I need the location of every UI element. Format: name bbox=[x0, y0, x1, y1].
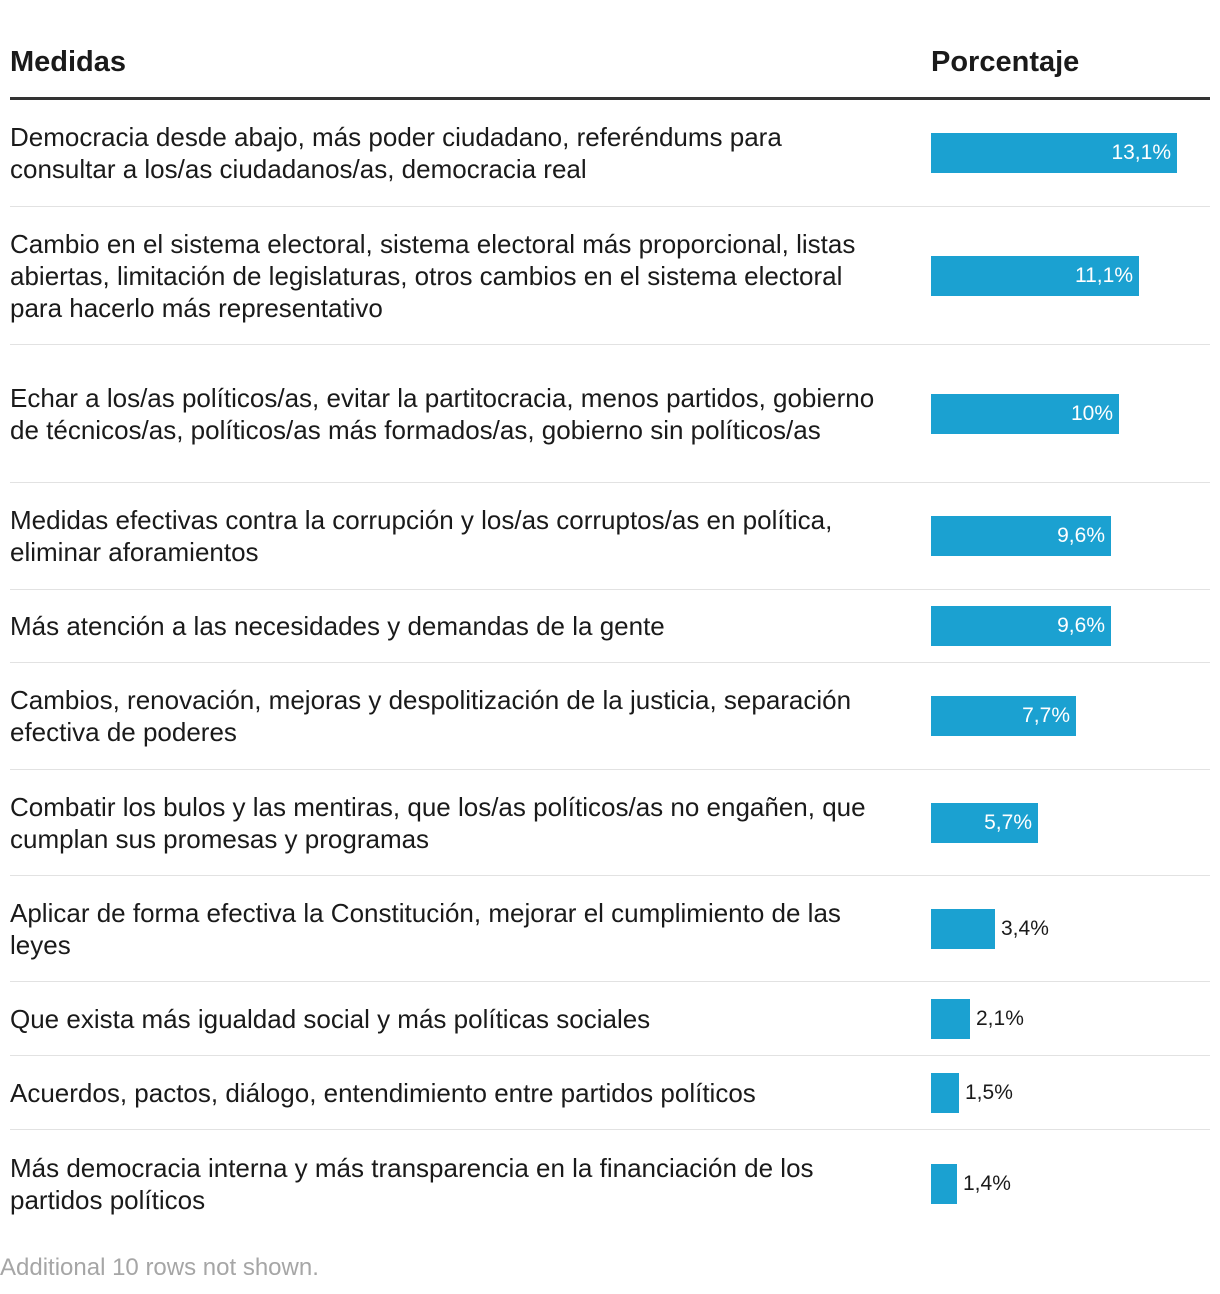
bar-cell: 13,1% bbox=[931, 133, 1201, 173]
bar bbox=[931, 696, 1076, 736]
bar-value-label: 1,4% bbox=[963, 1171, 1011, 1195]
table-row: Democracia desde abajo, más poder ciudad… bbox=[10, 100, 1210, 207]
bar-cell: 10% bbox=[931, 393, 1201, 434]
bar bbox=[931, 255, 1139, 296]
row-label: Aplicar de forma efectiva la Constitució… bbox=[10, 897, 841, 960]
table-body: Democracia desde abajo, más poder ciudad… bbox=[10, 100, 1210, 1237]
bar-cell: 7,7% bbox=[931, 696, 1201, 736]
row-label: Echar a los/as políticos/as, evitar la p… bbox=[10, 382, 875, 445]
row-label: Acuerdos, pactos, diálogo, entendimiento… bbox=[10, 1077, 756, 1108]
bar-value-label: 10% bbox=[1070, 401, 1113, 425]
bar-value-label: 7,7% bbox=[1022, 704, 1070, 727]
bar-cell: 3,4% bbox=[931, 908, 1201, 949]
row-label: Cambios, renovación, mejoras y despoliti… bbox=[10, 685, 852, 747]
bar-cell: 1,4% bbox=[931, 1163, 1201, 1204]
row-label: Que exista más igualdad social y más pol… bbox=[10, 1003, 651, 1034]
bar bbox=[931, 606, 1111, 646]
column-header-medidas: Medidas bbox=[10, 46, 127, 78]
bar-value-label: 3,4% bbox=[1001, 916, 1049, 940]
table-row: Cambios, renovación, mejoras y despoliti… bbox=[10, 663, 1210, 770]
bar-cell: 1,5% bbox=[931, 1072, 1201, 1113]
bar bbox=[931, 998, 970, 1039]
row-label: Más democracia interna y más transparenc… bbox=[10, 1152, 814, 1215]
bar-cell: 5,7% bbox=[931, 802, 1201, 843]
bar bbox=[931, 516, 1111, 556]
row-label: Cambio en el sistema electoral, sistema … bbox=[10, 228, 856, 323]
table-header: Medidas Porcentaje bbox=[10, 0, 1210, 100]
footer-note: Additional 10 rows not shown. bbox=[0, 1254, 319, 1281]
table-row: Que exista más igualdad social y más pol… bbox=[10, 982, 1210, 1056]
table-row: Aplicar de forma efectiva la Constitució… bbox=[10, 876, 1210, 982]
bar-value-label: 9,6% bbox=[1057, 614, 1105, 637]
bar-cell: 11,1% bbox=[931, 255, 1201, 296]
table-row: Más atención a las necesidades y demanda… bbox=[10, 590, 1210, 663]
row-label: Medidas efectivas contra la corrupción y… bbox=[10, 505, 833, 567]
row-label: Más atención a las necesidades y demanda… bbox=[10, 611, 665, 641]
bar-value-label: 5,7% bbox=[984, 810, 1032, 834]
row-label: Democracia desde abajo, más poder ciudad… bbox=[10, 122, 782, 184]
row-label: Combatir los bulos y las mentiras, que l… bbox=[10, 791, 866, 854]
table-chart: Medidas Porcentaje Democracia desde abaj… bbox=[10, 0, 1210, 1237]
column-header-porcentaje: Porcentaje bbox=[931, 46, 1080, 78]
bar-cell: 9,6% bbox=[931, 606, 1201, 646]
bar-value-label: 11,1% bbox=[1075, 263, 1133, 287]
table-row: Medidas efectivas contra la corrupción y… bbox=[10, 483, 1210, 590]
bar-value-label: 9,6% bbox=[1057, 524, 1105, 547]
table-row: Combatir los bulos y las mentiras, que l… bbox=[10, 770, 1210, 876]
table-row: Más democracia interna y más transparenc… bbox=[10, 1130, 1210, 1237]
table-row: Acuerdos, pactos, diálogo, entendimiento… bbox=[10, 1056, 1210, 1130]
bar bbox=[931, 1072, 959, 1113]
bar bbox=[931, 908, 995, 949]
bar-value-label: 1,5% bbox=[965, 1080, 1013, 1104]
bar bbox=[931, 1163, 957, 1204]
table-row: Cambio en el sistema electoral, sistema … bbox=[10, 207, 1210, 345]
bar-cell: 2,1% bbox=[931, 998, 1201, 1039]
bar bbox=[931, 393, 1119, 434]
bar bbox=[931, 133, 1177, 173]
bar-value-label: 2,1% bbox=[976, 1006, 1024, 1030]
bar-cell: 9,6% bbox=[931, 516, 1201, 556]
bar-value-label: 13,1% bbox=[1111, 141, 1171, 164]
bar bbox=[931, 802, 1038, 843]
table-row: Echar a los/as políticos/as, evitar la p… bbox=[10, 345, 1210, 483]
